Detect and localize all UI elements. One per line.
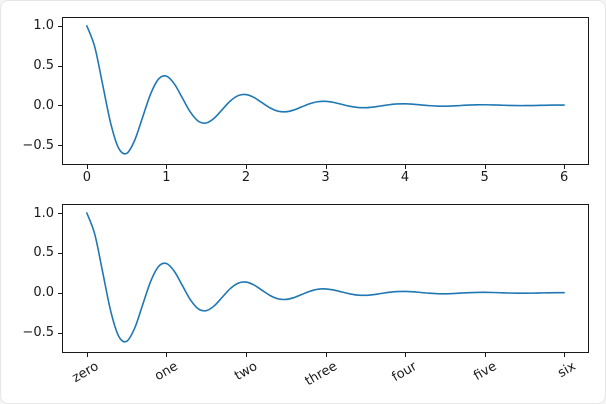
y-tick-label: 1.0 — [33, 205, 54, 221]
x-tick-mark — [166, 353, 168, 357]
y-tick-label: −0.5 — [22, 325, 54, 341]
axes-box — [62, 17, 589, 165]
y-tick-mark — [58, 292, 62, 294]
y-tick-mark — [58, 145, 62, 146]
x-tick-label: one — [152, 359, 181, 385]
plot-area — [86, 25, 565, 155]
x-tick-mark — [405, 353, 406, 357]
y-tick-label: 0.0 — [33, 97, 54, 113]
y-tick-mark — [58, 252, 62, 254]
x-tick-mark — [86, 353, 88, 357]
x-tick-label: six — [555, 359, 579, 382]
x-tick-mark — [86, 165, 88, 169]
x-tick-mark — [325, 165, 327, 169]
x-tick-mark — [246, 165, 247, 169]
x-tick-mark — [166, 165, 168, 169]
y-tick-mark — [58, 25, 62, 27]
x-tick-label: 5 — [480, 170, 489, 185]
x-tick-label: zero — [69, 359, 102, 386]
x-tick-label: 2 — [241, 170, 251, 185]
data-line — [86, 212, 565, 343]
x-tick-mark — [484, 165, 486, 169]
y-tick-label: −0.5 — [22, 137, 54, 153]
data-line — [86, 25, 565, 155]
x-tick-mark — [325, 353, 327, 357]
x-tick-mark — [484, 353, 486, 357]
x-tick-label: 1 — [162, 170, 171, 185]
y-tick-mark — [58, 65, 62, 67]
x-tick-label: three — [302, 359, 340, 390]
y-tick-mark — [58, 105, 62, 107]
x-tick-mark — [246, 353, 247, 357]
x-tick-label: five — [470, 359, 500, 384]
y-tick-label: 1.0 — [33, 18, 54, 34]
x-tick-label: 6 — [559, 170, 569, 185]
plot-area — [86, 212, 565, 343]
x-tick-label: two — [232, 359, 261, 384]
y-tick-label: 0.5 — [33, 58, 54, 74]
x-tick-label: 4 — [400, 170, 410, 185]
axes-box — [62, 204, 589, 353]
y-tick-label: 0.5 — [33, 245, 54, 261]
x-tick-mark — [405, 165, 406, 169]
x-tick-label: 0 — [82, 170, 92, 185]
y-tick-label: 0.0 — [33, 285, 54, 301]
y-tick-mark — [58, 332, 62, 334]
x-tick-label: four — [389, 359, 420, 386]
x-tick-mark — [564, 353, 566, 357]
x-tick-label: 3 — [321, 170, 330, 185]
y-tick-mark — [58, 213, 62, 214]
x-tick-mark — [564, 165, 566, 169]
